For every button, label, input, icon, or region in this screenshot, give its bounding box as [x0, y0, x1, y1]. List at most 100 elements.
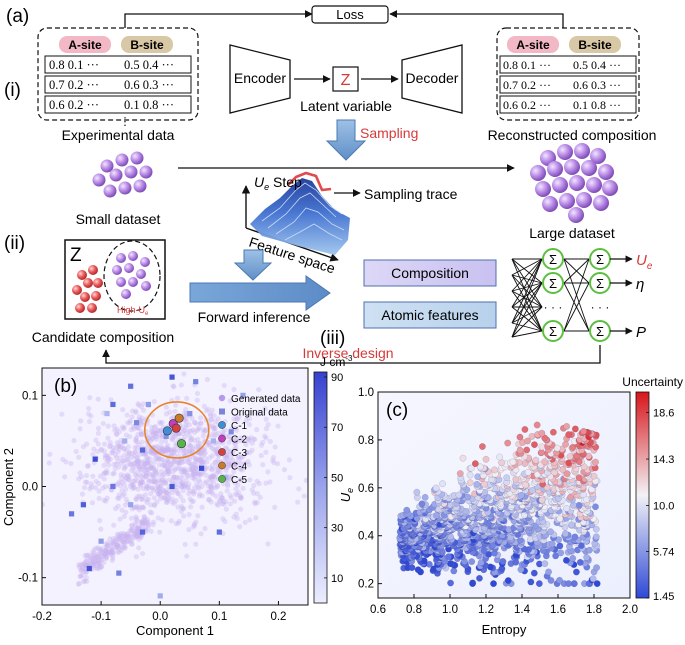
generated-point: [76, 454, 82, 460]
generated-point: [121, 473, 127, 479]
generated-point: [105, 550, 111, 556]
generated-point: [215, 467, 221, 473]
generated-point: [209, 467, 215, 473]
generated-point: [149, 472, 156, 479]
generated-point: [195, 513, 201, 519]
generated-point: [171, 474, 177, 480]
generated-point: [91, 558, 97, 564]
generated-point: [84, 441, 90, 447]
generated-point: [95, 560, 101, 566]
generated-point: [142, 517, 148, 523]
b-site-tag: B-site: [130, 38, 164, 52]
generated-point: [156, 472, 162, 478]
reconstructed-table: A-site B-site 0.8 0.1 ··· 0.5 0.4 ··· 0.…: [496, 27, 640, 121]
generated-point: [127, 418, 133, 424]
generated-point: [86, 418, 93, 425]
generated-point: [152, 468, 158, 474]
generated-point: [186, 442, 192, 448]
a-site-tag: A-site: [516, 38, 550, 52]
generated-point: [190, 464, 196, 470]
generated-point: [157, 445, 163, 451]
generated-point: [156, 455, 162, 462]
entropy-point: [499, 558, 507, 565]
generated-point: [216, 430, 222, 436]
generated-point: [139, 479, 145, 486]
generated-point: [91, 555, 97, 561]
generated-point: [193, 465, 199, 471]
generated-point: [195, 471, 201, 477]
generated-point: [96, 480, 102, 487]
generated-point: [128, 515, 135, 521]
generated-point: [121, 513, 127, 520]
entropy-point: [553, 444, 561, 452]
entropy-point: [413, 488, 421, 496]
generated-point: [174, 474, 180, 480]
generated-point: [197, 471, 203, 478]
generated-point: [129, 537, 135, 543]
entropy-point: [471, 460, 479, 468]
generated-point: [180, 430, 186, 437]
generated-point: [183, 424, 189, 430]
generated-point: [212, 474, 218, 481]
generated-point: [180, 488, 186, 494]
generated-point: [125, 456, 131, 463]
entropy-point: [543, 484, 551, 492]
generated-point: [169, 499, 175, 505]
generated-point: [238, 435, 244, 441]
generated-point: [194, 427, 200, 433]
generated-point: [157, 485, 163, 492]
forward-inference-arrow: Forward inference: [189, 275, 331, 325]
entropy-point: [439, 480, 446, 488]
entropy-point: [541, 434, 549, 442]
generated-point: [111, 423, 117, 429]
generated-point: [198, 459, 204, 465]
legend-label: Generated data: [231, 394, 301, 405]
generated-point: [159, 448, 165, 454]
generated-point: [231, 416, 237, 422]
generated-point: [122, 545, 128, 551]
generated-point: [129, 408, 136, 414]
panel-c: 0.6 0.8 1.0 1.2 1.4 1.6 1.8 2.00.20.40.60.81.0 …: [338, 375, 683, 637]
generated-point: [162, 487, 168, 493]
generated-point: [110, 542, 116, 548]
original-point: [98, 538, 104, 544]
ue-subscript: e: [264, 182, 269, 192]
generated-point: [181, 513, 187, 519]
generated-point: [172, 447, 178, 453]
entropy-point: [522, 481, 529, 489]
generated-point: [162, 438, 169, 444]
generated-point: [237, 466, 244, 472]
entropy-point: [589, 575, 597, 583]
generated-point: [199, 460, 206, 466]
generated-point: [219, 495, 226, 501]
generated-point: [162, 459, 168, 465]
generated-point: [226, 439, 232, 446]
legend-marker: [218, 421, 226, 429]
generated-point: [87, 395, 93, 401]
generated-point: [242, 519, 248, 526]
generated-point: [161, 462, 167, 468]
generated-point: [142, 492, 149, 498]
generated-point: [184, 473, 191, 480]
generated-point: [153, 479, 159, 485]
generated-point: [141, 463, 148, 469]
generated-point: [32, 473, 37, 478]
b-colorbar-tick: 30: [331, 523, 343, 535]
generated-point: [210, 424, 217, 431]
generated-point: [198, 460, 204, 466]
generated-point: [109, 550, 115, 556]
entropy-point: [490, 580, 497, 588]
generated-point: [197, 491, 203, 497]
generated-point: [247, 449, 253, 456]
generated-point: [112, 427, 118, 433]
generated-point: [228, 461, 234, 467]
generated-point: [131, 532, 137, 538]
generated-point: [79, 572, 85, 579]
ue-symbol: U: [254, 174, 265, 190]
generated-point: [224, 452, 230, 458]
generated-point: [210, 479, 217, 485]
entropy-point: [524, 437, 531, 445]
generated-point: [128, 462, 134, 468]
entropy-point: [523, 446, 531, 454]
generated-point: [208, 484, 214, 490]
